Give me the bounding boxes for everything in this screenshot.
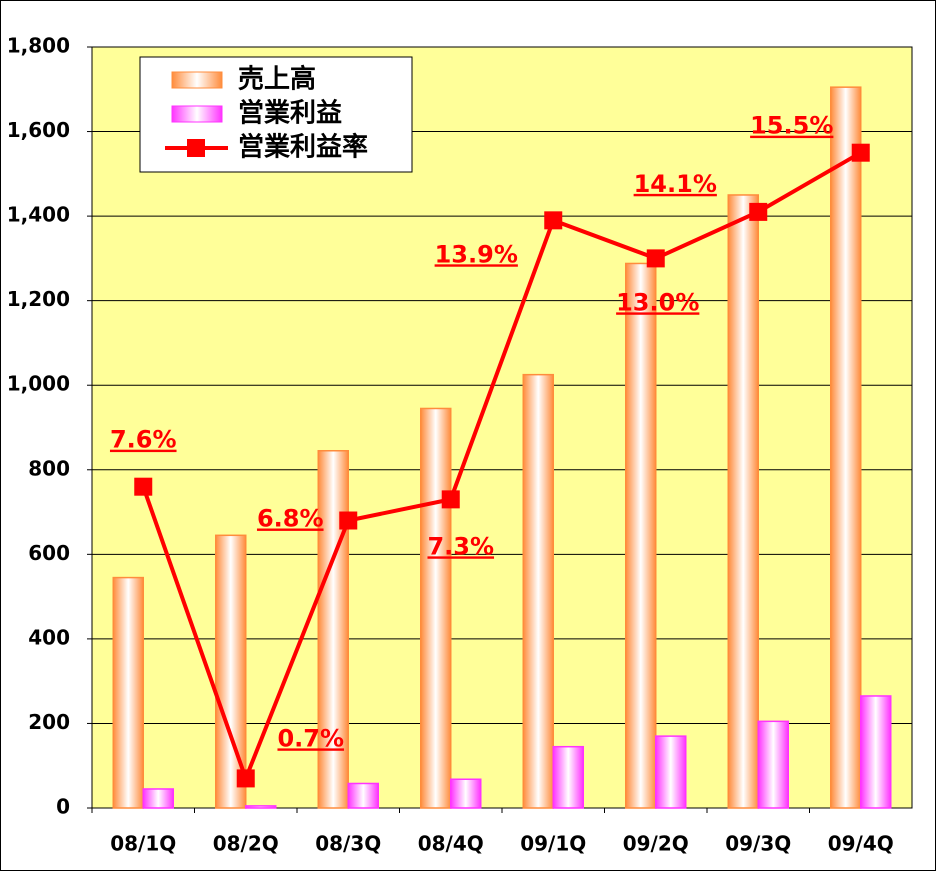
bar (625, 262, 657, 809)
marker (236, 769, 255, 788)
bar (450, 778, 482, 809)
y-tick-label: 1,800 (7, 34, 70, 58)
bar (347, 782, 379, 809)
bar (317, 450, 349, 809)
data-label: 0.7% (277, 724, 344, 752)
bar (830, 86, 862, 809)
marker (544, 211, 563, 230)
marker (441, 490, 460, 509)
bar (420, 407, 452, 809)
legend-swatch (171, 71, 223, 89)
data-label: 14.1% (634, 170, 717, 198)
x-tick-label: 08/1Q (110, 832, 176, 856)
x-tick-label: 08/3Q (315, 832, 381, 856)
bar (727, 194, 759, 809)
x-tick-label: 08/4Q (418, 832, 484, 856)
legend-swatch (187, 139, 205, 157)
data-label: 6.8% (257, 505, 324, 533)
data-label: 7.3% (427, 532, 494, 560)
x-tick-label: 09/2Q (623, 832, 689, 856)
bar (757, 720, 789, 809)
data-label: 13.9% (435, 240, 518, 268)
x-tick-label: 09/1Q (520, 832, 586, 856)
y-tick-label: 600 (28, 541, 70, 565)
marker (646, 249, 665, 268)
marker (851, 143, 870, 162)
y-tick-label: 1,600 (7, 118, 70, 142)
x-tick-label: 09/4Q (828, 832, 894, 856)
data-label: 15.5% (750, 112, 833, 140)
line (141, 150, 862, 785)
y-tick-label: 800 (28, 456, 70, 480)
legend-label: 売上高 (238, 64, 316, 95)
y-tick-label: 1,200 (7, 287, 70, 311)
data-label: 7.6% (110, 426, 177, 454)
bar (245, 805, 277, 809)
data-label: 13.0% (616, 288, 699, 316)
bar (860, 695, 892, 809)
x-tick-label: 09/3Q (725, 832, 791, 856)
bar (552, 745, 584, 809)
bar (522, 373, 554, 809)
marker (749, 202, 768, 221)
y-tick-label: 1,000 (7, 372, 70, 396)
bar (142, 788, 174, 809)
y-tick-label: 1,400 (7, 203, 70, 227)
y-tick-label: 400 (28, 625, 70, 649)
bar (655, 735, 687, 809)
y-tick-label: 200 (28, 710, 70, 734)
y-tick-label: 0 (56, 795, 70, 819)
legend-swatch (171, 105, 223, 123)
legend-label: 営業利益率 (238, 132, 368, 163)
legend-label: 営業利益 (238, 99, 342, 129)
bar (112, 576, 144, 809)
marker (134, 477, 153, 496)
x-tick-label: 08/2Q (213, 832, 279, 856)
marker (339, 511, 358, 530)
